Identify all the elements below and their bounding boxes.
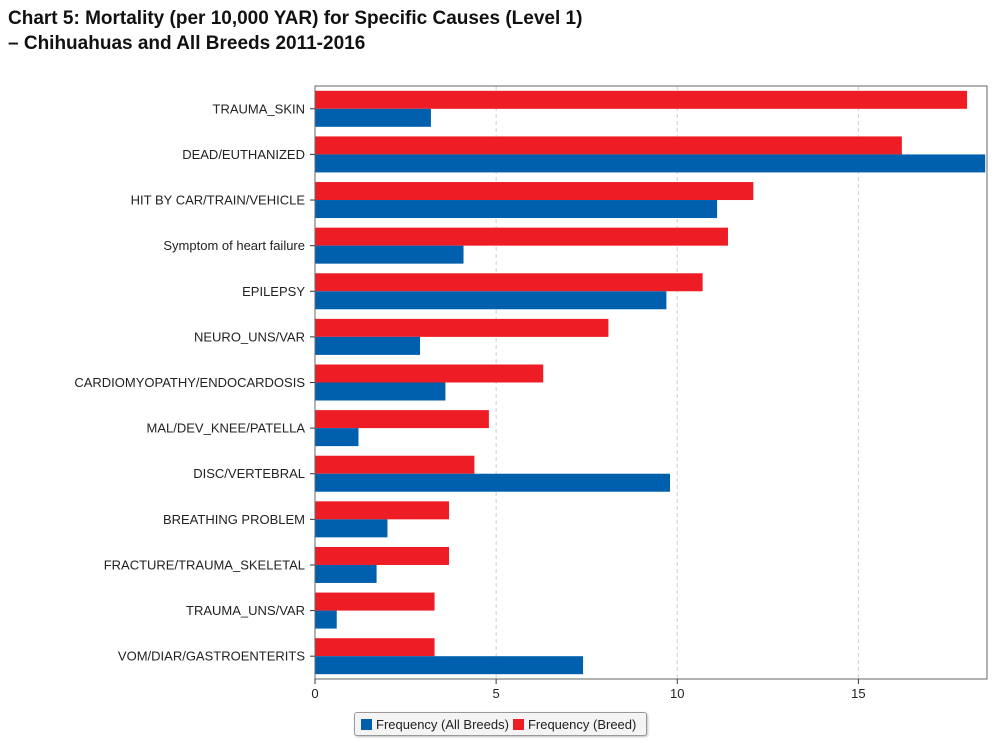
bar-breed-dead-euthanized xyxy=(315,136,902,155)
bar-all-breeds-disc-vertebral xyxy=(315,473,671,492)
bar-breed-symptom-of-heart-failure xyxy=(315,227,728,246)
x-tick-label: 0 xyxy=(311,686,318,701)
category-labels: TRAUMA_SKIN DEAD/EUTHANIZED HIT BY CAR/TRA… xyxy=(74,101,305,663)
bar-breed-vom-diar-gastroenterits xyxy=(315,638,435,657)
category-label: EPILEPSY xyxy=(242,284,305,299)
x-tick-label: 5 xyxy=(493,686,500,701)
category-label: Symptom of heart failure xyxy=(163,238,305,253)
chart-title: Chart 5: Mortality (per 10,000 YAR) for … xyxy=(8,6,582,56)
category-label: FRACTURE/TRAUMA_SKELETAL xyxy=(104,557,305,572)
bar-all-breeds-cardiomyopathy-endocardosis xyxy=(315,382,446,401)
bar-all-breeds-dead-euthanized xyxy=(315,154,986,173)
bar-all-breeds-mal-dev-knee-patella xyxy=(315,428,359,447)
bar-breed-hit-by-car-train-vehicle xyxy=(315,182,754,201)
bar-breed-mal-dev-knee-patella xyxy=(315,410,489,429)
bar-breed-neuro-uns-var xyxy=(315,318,609,337)
category-label: HIT BY CAR/TRAIN/VEHICLE xyxy=(131,193,306,208)
bar-all-breeds-fracture-trauma-skeletal xyxy=(315,564,377,583)
category-label: DISC/VERTEBRAL xyxy=(193,466,305,481)
category-label: NEURO_UNS/VAR xyxy=(194,329,305,344)
chart-legend: Frequency (All Breeds) Frequency (Breed) xyxy=(354,712,648,736)
axes xyxy=(310,85,988,680)
bar-breed-disc-vertebral xyxy=(315,455,475,474)
bar-all-breeds-symptom-of-heart-failure xyxy=(315,245,464,264)
legend-label-all-breeds: Frequency (All Breeds) xyxy=(376,716,509,732)
bar-all-breeds-trauma-skin xyxy=(315,108,431,127)
legend-label-breed: Frequency (Breed) xyxy=(527,716,637,732)
x-tick-label: 15 xyxy=(851,686,865,701)
bar-all-breeds-trauma-uns-var xyxy=(315,610,337,629)
grid-lines xyxy=(495,86,859,679)
legend-swatch-breed xyxy=(512,718,524,730)
bar-breed-fracture-trauma-skeletal xyxy=(315,546,450,565)
plot-frame xyxy=(314,85,988,680)
bar-all-breeds-vom-diar-gastroenterits xyxy=(315,656,584,675)
x-axis-ticks: 0 5 10 15 xyxy=(311,679,866,701)
category-label: TRAUMA_UNS/VAR xyxy=(186,603,305,618)
bar-breed-cardiomyopathy-endocardosis xyxy=(315,364,544,383)
bar-breed-breathing-problem xyxy=(315,501,450,520)
bar-all-breeds-breathing-problem xyxy=(315,519,388,538)
category-label: VOM/DIAR/GASTROENTERITS xyxy=(118,649,305,664)
bar-all-breeds-hit-by-car-train-vehicle xyxy=(315,200,718,219)
bar-all-breeds-epilepsy xyxy=(315,291,667,310)
x-tick-label: 10 xyxy=(670,686,684,701)
bar-breed-trauma-uns-var xyxy=(315,592,435,611)
bar-breed-epilepsy xyxy=(315,273,703,292)
bar-breed-trauma-skin xyxy=(315,90,968,109)
bar-group xyxy=(315,90,986,675)
legend-item-all-breeds: Frequency (All Breeds) xyxy=(361,717,509,732)
legend-item-breed: Frequency (Breed) xyxy=(512,716,637,732)
category-label: TRAUMA_SKIN xyxy=(213,101,305,116)
category-label: MAL/DEV_KNEE/PATELLA xyxy=(147,421,306,436)
chart-title-line-1: Chart 5: Mortality (per 10,000 YAR) for … xyxy=(8,8,583,29)
category-label: DEAD/EUTHANIZED xyxy=(182,147,305,162)
legend-swatch-all-breeds xyxy=(361,718,372,730)
category-label: BREATHING PROBLEM xyxy=(163,512,305,527)
bar-all-breeds-neuro-uns-var xyxy=(315,336,421,355)
chart-title-line-2: – Chihuahuas and All Breeds 2011-2016 xyxy=(8,33,366,54)
category-label: CARDIOMYOPATHY/ENDOCARDOSIS xyxy=(74,375,305,390)
